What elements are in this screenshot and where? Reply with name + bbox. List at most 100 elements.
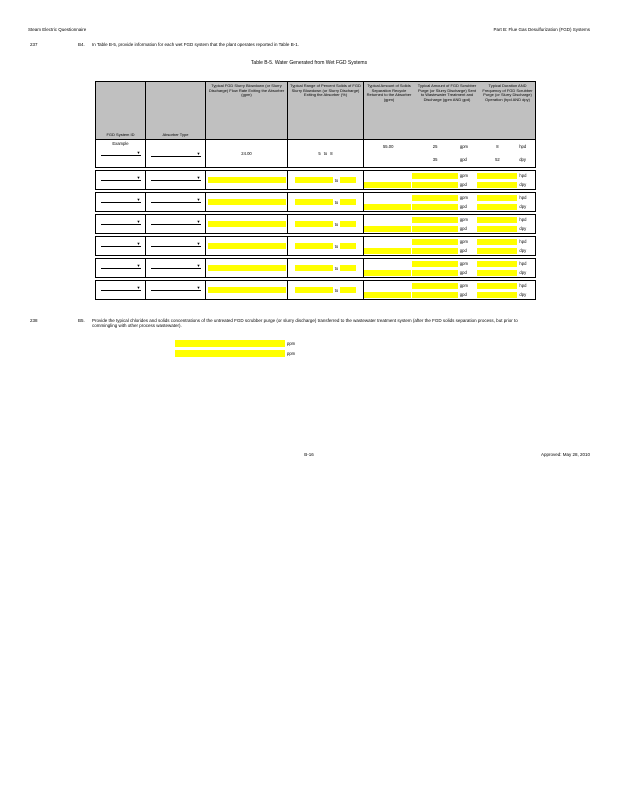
purge-gpd-input[interactable] [411,203,458,210]
solids-to-input[interactable] [340,243,357,249]
range-to-label: to [334,243,339,249]
solids-from-input[interactable] [294,221,333,227]
frequency-dpy-input[interactable] [477,181,518,188]
dropdown-arrow-icon: ▼ [196,151,201,156]
dropdown-arrow-icon: ▼ [136,219,141,224]
unit-hpd-label: hpd [519,261,527,266]
purge-gpm-input[interactable] [411,260,458,267]
frequency-dpy-input[interactable] [477,269,518,276]
purge-gpd-input[interactable] [411,291,458,298]
fgd-system-id-dropdown[interactable]: ▼ [100,240,141,247]
solids-from-input[interactable] [294,287,333,293]
solids-concentration-row: ppm [175,350,295,357]
example-absorber-type-dropdown[interactable]: ▼ [150,150,201,157]
recycle-input[interactable] [364,247,411,254]
purge-gpm-input[interactable] [411,216,458,223]
solids-to-input[interactable] [340,199,357,205]
solids-from-input[interactable] [294,243,333,249]
fgd-system-id-dropdown[interactable]: ▼ [100,284,141,291]
solids-to-input[interactable] [340,177,357,183]
recycle-input[interactable] [364,203,411,210]
solids-from-input[interactable] [294,177,333,183]
solids-from-input[interactable] [294,265,333,271]
absorber-type-dropdown[interactable]: ▼ [150,218,201,225]
fgd-system-id-dropdown[interactable]: ▼ [100,196,141,203]
unit-dpy-label: dpy [519,204,527,209]
unit-gpd-label: gpd [459,248,467,253]
unit-gpd-label: gpd [459,204,467,209]
duration-hpd-input[interactable] [477,172,518,179]
dropdown-arrow-icon: ▼ [196,263,201,268]
example-system-id-dropdown[interactable]: ▼ [100,149,141,156]
example-frequency-dpy-value: 52 [495,157,500,162]
blowdown-input[interactable] [207,199,286,205]
absorber-type-dropdown[interactable]: ▼ [150,284,201,291]
frequency-dpy-input[interactable] [477,225,518,232]
solids-to-input[interactable] [340,287,357,293]
duration-hpd-input[interactable] [477,238,518,245]
unit-gpm-label: gpm [459,283,468,288]
frequency-dpy-input[interactable] [477,203,518,210]
absorber-type-dropdown[interactable]: ▼ [150,174,201,181]
blowdown-input[interactable] [207,243,286,249]
unit-gpm-label: gpm [459,239,468,244]
purge-gpm-input[interactable] [411,194,458,201]
recycle-input[interactable] [364,225,411,232]
unit-hpd-label: hpd [519,239,527,244]
unit-ppm-label: ppm [287,341,296,346]
fgd-system-id-dropdown[interactable]: ▼ [100,262,141,269]
duration-hpd-input[interactable] [477,260,518,267]
range-to-label: to [334,199,339,205]
solids-concentration-input[interactable] [175,350,285,357]
range-to-label: to [334,177,339,183]
example-solids-from: 5 [318,151,321,156]
duration-hpd-input[interactable] [477,216,518,223]
purge-gpd-input[interactable] [411,225,458,232]
absorber-type-dropdown[interactable]: ▼ [150,262,201,269]
blowdown-input[interactable] [207,287,286,293]
purge-gpd-input[interactable] [411,269,458,276]
example-system-id: Example [112,141,129,146]
solids-from-input[interactable] [294,199,333,205]
purge-gpm-input[interactable] [411,172,458,179]
frequency-dpy-input[interactable] [477,247,518,254]
range-to-label: to [323,151,328,156]
unit-gpm-label: gpm [459,144,469,149]
purge-gpd-input[interactable] [411,181,458,188]
unit-gpm-label: gpm [459,217,468,222]
example-blowdown-value: 24.00 [241,151,252,156]
blowdown-input[interactable] [207,221,286,227]
duration-hpd-input[interactable] [477,282,518,289]
absorber-type-dropdown[interactable]: ▼ [150,196,201,203]
purge-gpm-input[interactable] [411,238,458,245]
concentration-inputs: ppm ppm [175,340,295,360]
purge-gpd-input[interactable] [411,247,458,254]
fgd-system-id-dropdown[interactable]: ▼ [100,218,141,225]
solids-to-input[interactable] [340,265,357,271]
absorber-type-dropdown[interactable]: ▼ [150,240,201,247]
recycle-input[interactable] [364,181,411,188]
footer-approved-date: Approved: May 28, 2010 [540,452,590,457]
frequency-dpy-input[interactable] [477,291,518,298]
solids-to-input[interactable] [340,221,357,227]
duration-hpd-input[interactable] [477,194,518,201]
dropdown-arrow-icon: ▼ [136,241,141,246]
table-row: ▼ ▼ to gpm [95,214,536,234]
blowdown-input[interactable] [207,177,286,183]
fgd-system-id-dropdown[interactable]: ▼ [100,174,141,181]
range-to-label: to [334,221,339,227]
dropdown-arrow-icon: ▼ [196,175,201,180]
table-header-example-box: FGD System ID Absorber Type Typical FGD … [95,81,536,168]
recycle-input[interactable] [364,269,411,276]
purge-gpm-input[interactable] [411,282,458,289]
blowdown-input[interactable] [207,265,286,271]
recycle-input[interactable] [364,291,411,298]
example-purge-gpm-value: 25 [432,144,438,149]
col-header-absorber-type: Absorber Type [146,82,206,139]
chlorides-concentration-input[interactable] [175,340,285,347]
example-recycle-value: 55.00 [382,144,394,149]
example-purge-gpd-value: 35 [432,157,438,162]
question-b4-number: B4. [78,42,85,47]
col-header-blowdown: Typical FGD Slurry Blowdown (or Slurry D… [206,82,288,139]
dropdown-arrow-icon: ▼ [136,197,141,202]
